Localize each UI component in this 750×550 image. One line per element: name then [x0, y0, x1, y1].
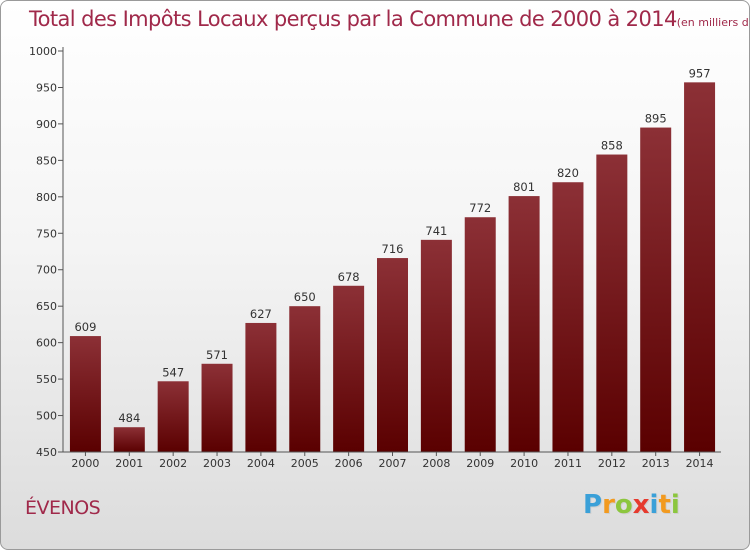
logo-letter: x — [632, 490, 650, 520]
logo-letter: i — [649, 490, 659, 520]
bar-2012 — [596, 154, 628, 452]
x-tick-label-2014: 2014 — [686, 457, 714, 470]
proxiti-logo: Proxiti — [583, 490, 680, 520]
data-label-2009: 772 — [469, 201, 491, 215]
bar-2001 — [113, 427, 145, 452]
bar-2011 — [552, 182, 584, 452]
y-tick-label: 850 — [36, 154, 57, 167]
data-label-2001: 484 — [118, 411, 140, 425]
x-tick-label-2002: 2002 — [159, 457, 187, 470]
x-tick-label-2010: 2010 — [510, 457, 538, 470]
data-label-2004: 627 — [250, 307, 272, 321]
logo-letter: r — [602, 490, 615, 520]
bar-2006 — [333, 285, 365, 452]
y-tick-label: 550 — [36, 373, 57, 386]
logo-letter: i — [670, 490, 680, 520]
data-label-2002: 547 — [162, 365, 184, 379]
y-tick-label: 900 — [36, 118, 57, 131]
data-label-2003: 571 — [206, 348, 228, 362]
bar-2010 — [508, 196, 540, 452]
x-tick-label-2007: 2007 — [379, 457, 407, 470]
bar-2005 — [289, 306, 321, 452]
data-label-2007: 716 — [382, 242, 404, 256]
y-tick-label: 800 — [36, 191, 57, 204]
x-tick-label-2005: 2005 — [291, 457, 319, 470]
y-tick-label: 700 — [36, 264, 57, 277]
y-tick-label: 650 — [36, 300, 57, 313]
bar-2003 — [201, 363, 233, 452]
commune-name: ÉVENOS — [25, 497, 101, 519]
bar-2014 — [684, 82, 716, 453]
x-tick-label-2001: 2001 — [115, 457, 143, 470]
bar-2002 — [157, 381, 189, 452]
x-tick-label-2003: 2003 — [203, 457, 231, 470]
chart-title: Total des Impôts Locaux perçus par la Co… — [29, 7, 749, 31]
bar-2007 — [377, 258, 408, 452]
logo-letter: o — [614, 490, 633, 520]
data-label-2000: 609 — [74, 320, 96, 334]
x-tick-label-2013: 2013 — [642, 457, 670, 470]
data-label-2011: 820 — [557, 166, 579, 180]
y-tick-label: 950 — [36, 81, 57, 94]
y-tick-label: 450 — [36, 446, 57, 459]
logo-letter: t — [658, 490, 671, 520]
data-label-2006: 678 — [338, 270, 360, 284]
y-tick-label: 500 — [36, 410, 57, 423]
x-tick-label-2000: 2000 — [71, 457, 99, 470]
y-tick-label: 750 — [36, 227, 57, 240]
bar-2004 — [245, 322, 277, 452]
data-label-2013: 895 — [645, 112, 667, 126]
data-label-2012: 858 — [601, 139, 623, 153]
x-tick-label-2008: 2008 — [422, 457, 450, 470]
data-label-2014: 957 — [689, 66, 711, 80]
x-tick-label-2009: 2009 — [466, 457, 494, 470]
data-label-2010: 801 — [513, 180, 535, 194]
bar-2013 — [640, 127, 672, 453]
x-tick-label-2006: 2006 — [335, 457, 363, 470]
x-tick-label-2011: 2011 — [554, 457, 582, 470]
chart-title-unit: (en milliers d'€) — [676, 16, 749, 29]
bar-2000 — [69, 336, 101, 452]
bar-2008 — [420, 239, 452, 452]
x-tick-label-2004: 2004 — [247, 457, 275, 470]
data-label-2008: 741 — [425, 224, 447, 238]
y-tick-label: 1000 — [29, 45, 57, 58]
data-label-2005: 650 — [294, 290, 316, 304]
x-tick-label-2012: 2012 — [598, 457, 626, 470]
logo-letter: P — [583, 490, 603, 520]
y-tick-label: 600 — [36, 337, 57, 350]
bar-2009 — [464, 217, 496, 452]
